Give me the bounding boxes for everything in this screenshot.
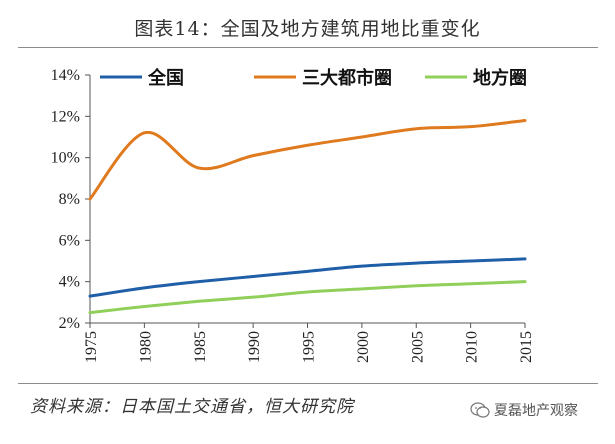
- x-tick-label: 2000: [355, 331, 372, 363]
- y-tick-label: 2%: [59, 315, 80, 332]
- x-tick-label: 1995: [301, 331, 318, 363]
- title-divider: [18, 47, 598, 48]
- x-tick-label: 1985: [192, 331, 209, 363]
- legend-item-metro-label: 三大都市圈: [302, 67, 392, 89]
- x-tick-label: 2010: [464, 331, 481, 363]
- legend-item-local-label: 地方圈: [473, 67, 527, 89]
- x-tick-label: 1980: [137, 331, 154, 363]
- watermark-text: 夏磊地产观察: [494, 403, 578, 419]
- x-tick-label: 1975: [83, 331, 100, 363]
- source-note: 资料来源：日本国土交通省，恒大研究院: [30, 397, 354, 417]
- y-tick-label: 6%: [59, 232, 80, 249]
- source-divider: [18, 383, 598, 384]
- x-tick-label: 1990: [246, 331, 263, 363]
- legend-item-national-label: 全国: [147, 67, 184, 89]
- y-tick-label: 8%: [59, 191, 80, 208]
- y-tick-label: 10%: [51, 150, 80, 167]
- x-tick-label: 2005: [409, 331, 426, 363]
- y-tick-label: 4%: [59, 274, 80, 291]
- wechat-icon: [470, 402, 490, 418]
- x-tick-label: 2015: [518, 331, 535, 363]
- chart-title: 图表14：全国及地方建筑用地比重变化: [134, 18, 481, 40]
- watermark: 夏磊地产观察: [470, 400, 578, 420]
- series-line-metro: [88, 118, 527, 201]
- series-line-national: [88, 257, 527, 298]
- y-tick-label: 14%: [51, 67, 80, 84]
- series-line-local: [88, 280, 527, 315]
- y-tick-label: 12%: [51, 108, 80, 125]
